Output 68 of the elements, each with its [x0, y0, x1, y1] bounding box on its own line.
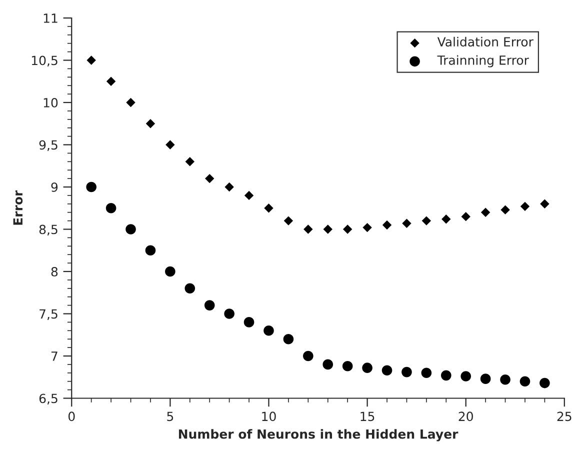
y-tick-label: 8 — [51, 266, 58, 276]
point — [461, 212, 470, 222]
point — [204, 174, 214, 184]
point — [126, 98, 136, 108]
y-axis-title: Error — [13, 190, 23, 225]
point — [184, 283, 196, 294]
point — [322, 359, 334, 370]
point — [382, 365, 392, 376]
point — [342, 224, 352, 234]
point — [283, 334, 294, 344]
point — [520, 376, 530, 386]
point — [540, 378, 550, 388]
point — [362, 362, 372, 373]
point — [520, 202, 530, 212]
y-tick-label: 10,5 — [32, 56, 58, 66]
point — [422, 216, 432, 226]
x-tick-label: 25 — [557, 412, 572, 422]
point — [146, 119, 156, 128]
point — [224, 182, 234, 192]
point — [421, 368, 432, 378]
point — [402, 366, 412, 378]
y-tick-label: 11 — [44, 14, 58, 23]
point — [304, 224, 313, 234]
point — [284, 216, 294, 226]
x-tick-label: 20 — [458, 412, 473, 422]
x-tick-label: 15 — [360, 412, 374, 422]
point — [500, 205, 510, 214]
point — [480, 374, 491, 384]
y-tick-label: 6,5 — [39, 394, 58, 404]
y-tick-label: 9 — [51, 182, 58, 192]
point — [402, 218, 412, 228]
point — [323, 224, 332, 234]
y-tick-label: 7,5 — [40, 309, 58, 320]
point — [106, 202, 116, 214]
x-tick-label: 5 — [167, 412, 174, 422]
point — [165, 266, 176, 277]
x-tick-label: 10 — [262, 412, 276, 422]
y-tick-label: 8,5 — [39, 224, 58, 236]
point — [126, 224, 136, 234]
point — [86, 56, 96, 65]
point — [224, 308, 234, 319]
point — [244, 190, 254, 200]
point — [480, 208, 490, 217]
y-tick-label: 9,5 — [39, 140, 58, 151]
x-tick-label: 0 — [68, 412, 75, 422]
y-tick-label: 10 — [44, 98, 58, 108]
x-axis-title: Number of Neurons in the Hidden Layer — [178, 429, 458, 442]
point — [244, 317, 254, 328]
point — [460, 371, 471, 382]
point — [166, 140, 175, 150]
point — [440, 370, 452, 381]
point — [145, 245, 156, 256]
point — [540, 199, 550, 209]
point — [106, 76, 116, 86]
point — [442, 214, 451, 224]
point — [185, 157, 194, 166]
point — [264, 204, 274, 213]
y-tick-label: 7 — [52, 352, 58, 361]
point — [204, 300, 215, 310]
point — [500, 374, 510, 385]
point — [342, 360, 353, 372]
legend-label: Validation Error — [437, 36, 534, 47]
point — [303, 350, 314, 362]
point — [362, 222, 372, 232]
point — [264, 326, 274, 336]
legend-label: Trainning Error — [437, 55, 529, 68]
point — [86, 182, 96, 192]
point — [382, 220, 392, 230]
